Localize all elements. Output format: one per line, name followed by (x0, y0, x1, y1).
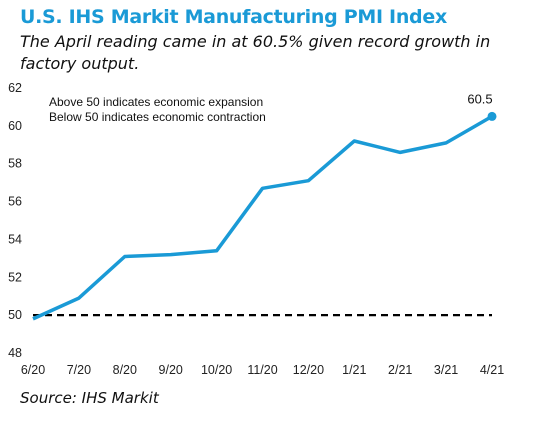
end-point-label: 60.5 (467, 91, 492, 106)
annotation-contraction: Below 50 indicates economic contraction (49, 110, 266, 124)
x-tick-label: 8/20 (113, 363, 137, 377)
annotation-expansion: Above 50 indicates economic expansion (49, 95, 263, 109)
y-axis: 48 50 52 54 56 58 60 62 (8, 81, 22, 360)
y-tick-label: 54 (8, 232, 22, 246)
x-tick-label: 11/20 (247, 363, 277, 377)
x-tick-label: 12/20 (293, 363, 324, 377)
y-tick-label: 58 (8, 157, 22, 171)
x-tick-label: 10/20 (201, 363, 232, 377)
series-line-pmi (32, 114, 493, 321)
x-tick-label: 2/21 (388, 363, 412, 377)
y-tick-label: 48 (8, 346, 22, 360)
x-tick-label: 9/20 (159, 363, 183, 377)
y-tick-label: 62 (8, 81, 22, 95)
x-axis: 6/20 7/20 8/20 9/20 10/20 11/20 12/20 1/21 2/21 3… (21, 363, 504, 377)
x-tick-label: 1/21 (342, 363, 366, 377)
y-tick-label: 52 (8, 270, 22, 284)
y-tick-label: 56 (8, 195, 22, 209)
x-tick-label: 6/20 (21, 363, 45, 377)
x-tick-label: 4/21 (480, 363, 504, 377)
end-point-marker (487, 111, 497, 121)
x-tick-label: 3/21 (434, 363, 458, 377)
source-note: Source: IHS Markit (20, 389, 159, 407)
y-tick-label: 50 (8, 308, 22, 322)
chart-title: U.S. IHS Markit Manufacturing PMI Index (20, 6, 447, 28)
y-tick-label: 60 (8, 119, 22, 133)
x-tick-label: 7/20 (67, 363, 91, 377)
chart-subtitle: The April reading came in at 60.5% given… (20, 32, 491, 73)
